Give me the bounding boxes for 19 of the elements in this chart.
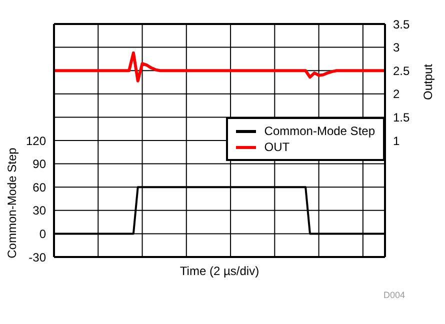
y2-tick-label: 1.5 — [393, 110, 410, 124]
y-tick-label: 0 — [39, 226, 46, 241]
text: D004 — [383, 290, 405, 300]
line-series — [54, 51, 385, 82]
y-tick-label: -30 — [28, 250, 46, 264]
y2-tick-label: 1 — [393, 134, 400, 148]
y2-tick-label: 2 — [393, 87, 400, 102]
x-axis-title: Time (2 µs/div) — [178, 264, 260, 278]
y-tick-label: 60 — [32, 180, 46, 194]
y-axis-title: Common-Mode Step — [5, 148, 19, 258]
y2-tick-label: 3.5 — [393, 17, 410, 32]
y2-axis-title: Output — [421, 64, 435, 100]
legend-label: OUT — [264, 139, 290, 155]
y2-tick-label: 2.5 — [393, 64, 410, 78]
legend-label: Common-Mode Step — [264, 123, 375, 139]
y-tick-label: 120 — [26, 134, 46, 148]
y-tick-label: 90 — [32, 157, 46, 172]
y-tick-label: 30 — [32, 204, 46, 218]
y2-tick-label: 3 — [393, 40, 400, 55]
